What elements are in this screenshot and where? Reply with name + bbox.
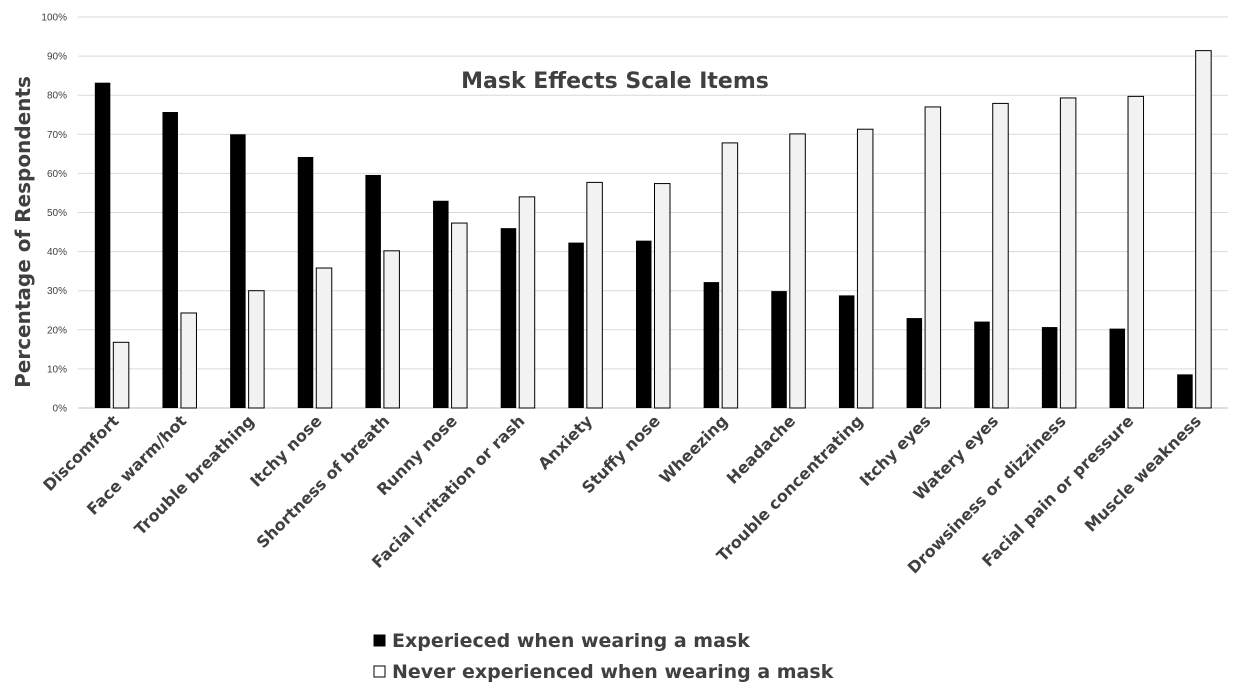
y-tick-label: 40% <box>47 247 67 258</box>
x-category-label: Wheezing <box>656 411 732 487</box>
legend-label-never-experienced: Never experienced when wearing a mask <box>392 661 834 683</box>
y-tick-label: 20% <box>47 325 67 336</box>
bar-never-experienced <box>586 181 603 409</box>
chart-title: Mask Effects Scale Items <box>461 69 769 94</box>
bar-experienced <box>1041 327 1058 408</box>
y-tick-label: 70% <box>47 130 67 141</box>
bar-experienced <box>1177 374 1193 408</box>
bar-experienced <box>94 82 111 409</box>
bar-experienced <box>230 134 246 409</box>
bar-never-experienced <box>856 128 874 409</box>
bar-never-experienced <box>451 222 468 409</box>
bar-never-experienced <box>654 183 671 409</box>
legend-swatch-never-experienced <box>373 665 386 678</box>
bar-never-experienced <box>383 250 400 409</box>
bar-never-experienced <box>721 142 739 409</box>
bar-never-experienced <box>789 133 806 409</box>
bar-experienced <box>433 200 449 408</box>
y-tick-label: 10% <box>47 364 67 375</box>
bar-experienced <box>365 174 381 408</box>
y-tick-label: 90% <box>47 52 67 63</box>
bar-never-experienced <box>1127 95 1145 409</box>
legend-label-experienced: Experieced when wearing a mask <box>392 630 750 652</box>
bar-experienced <box>838 295 855 408</box>
bar-experienced <box>703 282 720 408</box>
x-category-label: Muscle weakness <box>1081 411 1205 535</box>
x-category-label: Anxiety <box>534 411 596 473</box>
bar-experienced <box>636 240 652 408</box>
y-tick-label: 100% <box>41 13 67 24</box>
bar-experienced <box>974 321 990 408</box>
bar-never-experienced <box>518 196 536 409</box>
bar-experienced <box>771 291 787 408</box>
bar-experienced <box>162 112 178 408</box>
bar-never-experienced <box>924 106 942 409</box>
y-tick-label: 50% <box>47 208 67 219</box>
bar-never-experienced <box>180 312 197 409</box>
y-tick-label: 80% <box>47 91 67 102</box>
bar-never-experienced <box>1195 50 1212 409</box>
bar-never-experienced <box>248 290 265 409</box>
bar-never-experienced <box>315 267 333 409</box>
bar-experienced <box>297 156 314 408</box>
y-tick-label: 60% <box>47 169 67 180</box>
bar-never-experienced <box>1059 97 1077 409</box>
bar-experienced <box>906 318 923 408</box>
x-category-label: Shortness of breath <box>253 411 394 552</box>
y-axis-label: Percentage of Respondents <box>11 76 35 388</box>
bar-experienced <box>568 242 584 408</box>
legend-swatch-experienced <box>373 634 386 647</box>
x-category-label: Trouble concentrating <box>713 411 867 565</box>
legend: Experieced when wearing a mask Never expe… <box>373 630 834 683</box>
bars <box>94 50 1212 409</box>
y-axis-ticks: 0% 10% 20% 30% 40% 50% 60% 70% 80% 90% 100% <box>41 13 67 415</box>
x-category-label: Trouble breathing <box>131 411 258 538</box>
bar-never-experienced <box>992 102 1009 409</box>
y-tick-label: 30% <box>47 286 67 297</box>
gridlines <box>78 16 1228 370</box>
y-tick-label: 0% <box>53 404 68 415</box>
bar-experienced <box>500 228 517 408</box>
bar-never-experienced <box>112 341 130 409</box>
bar-experienced <box>1109 328 1126 408</box>
